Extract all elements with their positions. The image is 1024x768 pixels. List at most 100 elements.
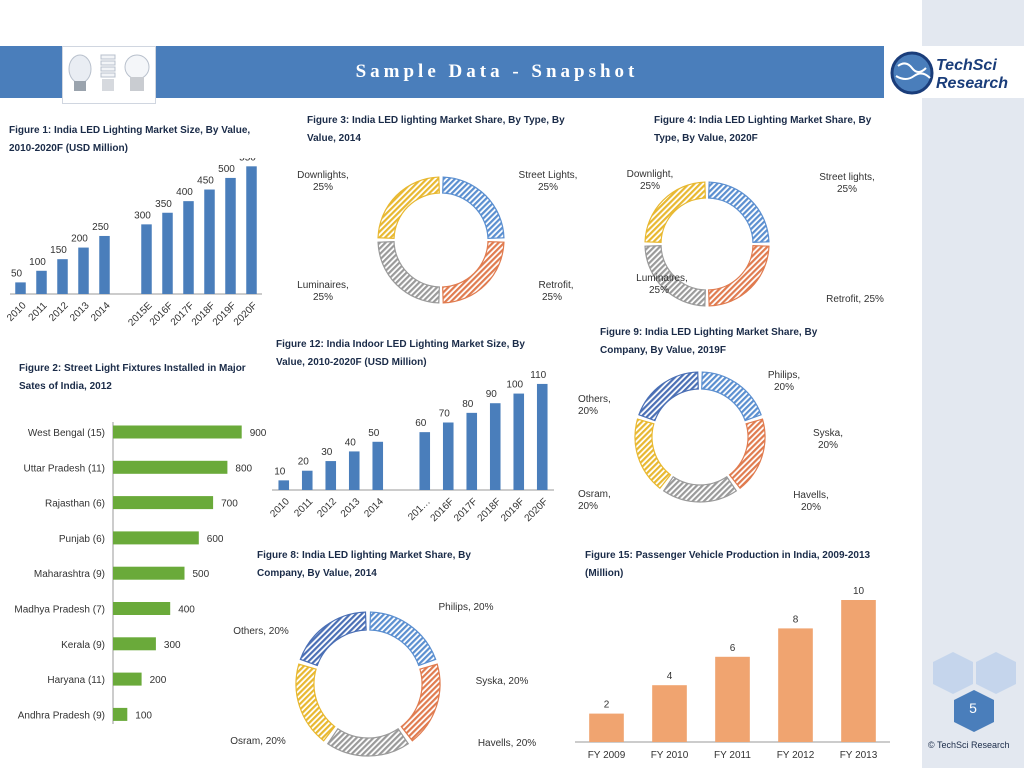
fig2-title: Figure 2: Street Light Fixtures Installe… [19, 363, 246, 392]
x-tick-label: FY 2010 [651, 750, 689, 761]
donut-slice [701, 371, 762, 422]
donut-slice [369, 611, 437, 667]
fig15-title: Figure 15: Passenger Vehicle Production … [585, 550, 871, 579]
slice-label: Havells, [793, 490, 829, 501]
slice-value: 20% [774, 382, 794, 393]
slice-label: Others, 20% [233, 626, 289, 637]
bar [57, 259, 68, 294]
data-label: 550 [239, 158, 256, 163]
data-label: 400 [178, 605, 195, 616]
data-label: 500 [218, 164, 235, 175]
x-tick-label: 2016F [429, 496, 457, 524]
x-tick-label: FY 2011 [714, 750, 751, 761]
y-tick-label: Andhra Pradesh (9) [18, 710, 105, 721]
slice-label: Philips, [768, 370, 800, 381]
data-label: 450 [197, 176, 214, 187]
bar [325, 461, 337, 490]
y-tick-label: West Bengal (15) [28, 428, 105, 439]
data-label: 80 [462, 399, 474, 410]
slice-label: Retrofit, 25% [826, 294, 884, 305]
donut-slice [295, 663, 336, 742]
fig8-chart: Philips, 20% Syska, 20% Havells, 20% Osram,… [230, 602, 536, 757]
x-tick-label: FY 2012 [777, 750, 815, 761]
y-tick-label: Maharashtra (9) [34, 569, 105, 580]
donut-slice [644, 181, 707, 244]
slice-label: Others, [578, 394, 611, 405]
donut-slice [707, 244, 770, 307]
fig12-title: Figure 12: India Indoor LED Lighting Mar… [276, 339, 525, 368]
x-tick-label: 2013 [339, 496, 363, 520]
data-label: 8 [793, 614, 799, 625]
bar [513, 393, 525, 490]
data-label: 300 [164, 640, 181, 651]
led-bulbs-image [62, 46, 156, 104]
fig1-title: Figure 1: India LED Lighting Market Size… [9, 125, 251, 154]
data-label: 70 [439, 409, 451, 420]
slice-value: 25% [542, 292, 562, 303]
x-tick-label: 2019F [499, 496, 527, 524]
side-panel [922, 0, 1024, 768]
slice-value: 25% [538, 182, 558, 193]
slice-value: 20% [818, 440, 838, 451]
bar [536, 383, 548, 490]
fig12-chart: 2010 10 2011 20 2012 30 2013 40 2014 50 201… 60 2016… [268, 370, 554, 524]
donut-slice [634, 418, 672, 490]
copyright-text: © TechSci Research [928, 740, 1010, 750]
data-label: 6 [730, 643, 736, 654]
bar [225, 177, 236, 294]
bar [113, 531, 199, 545]
data-label: 150 [50, 245, 67, 256]
bar [99, 235, 110, 294]
x-tick-label: 201… [406, 496, 433, 523]
x-tick-label: FY 2013 [840, 750, 878, 761]
page-number: 5 [969, 700, 977, 716]
bar [113, 566, 185, 580]
y-tick-label: Madhya Pradesh (7) [14, 605, 105, 616]
bar [278, 480, 290, 490]
bar [113, 460, 228, 474]
fig3-chart: Street Lights,25%Retrofit,25%Luminaires,… [297, 170, 577, 304]
fig2-chart: West Bengal (15) 900 Uttar Pradesh (11) 800… [14, 422, 267, 724]
data-label: 200 [150, 675, 167, 686]
x-tick-label: 2014 [89, 300, 113, 324]
bar [15, 282, 26, 294]
data-label: 110 [530, 370, 546, 381]
cfl-bulb-icon [100, 54, 116, 91]
donut-slice [707, 181, 770, 244]
bar [778, 628, 813, 742]
bar [466, 412, 478, 490]
data-label: 700 [221, 499, 238, 510]
data-label: 50 [11, 268, 23, 279]
donut-slice [377, 176, 440, 239]
y-tick-label: Uttar Pradesh (11) [23, 463, 105, 474]
slice-label: Osram, [578, 489, 611, 500]
donut-slice [662, 475, 738, 503]
bar [841, 600, 876, 742]
bar [78, 247, 89, 294]
bar [652, 685, 687, 742]
y-tick-label: Kerala (9) [61, 640, 105, 651]
x-tick-label: 2011 [27, 300, 50, 323]
donut-slice [299, 611, 367, 667]
slice-label: Syska, 20% [476, 676, 529, 687]
data-label: 2 [604, 700, 610, 711]
donut-slice [400, 663, 441, 742]
slice-value: 25% [313, 182, 333, 193]
logo-text-line1: TechSci [936, 57, 997, 74]
logo-text-line2: Research [936, 75, 1008, 92]
x-tick-label: 2012 [315, 496, 339, 520]
donut-slice [442, 241, 505, 304]
fig9-title: Figure 9: India LED Lighting Market Shar… [600, 327, 818, 356]
bar [113, 496, 214, 510]
bar [442, 422, 454, 490]
globe-icon [890, 51, 934, 95]
data-label: 100 [506, 380, 523, 391]
x-tick-label: 2014 [362, 496, 386, 520]
y-tick-label: Rajasthan (6) [45, 499, 105, 510]
slice-label: Syska, [813, 428, 843, 439]
fig9-chart: Philips,20%Syska,20%Havells,20%Osram,20%… [578, 370, 843, 513]
data-label: 20 [298, 457, 310, 468]
slice-label: Retrofit, [538, 280, 573, 291]
bar [301, 470, 313, 490]
data-label: 100 [29, 257, 46, 268]
